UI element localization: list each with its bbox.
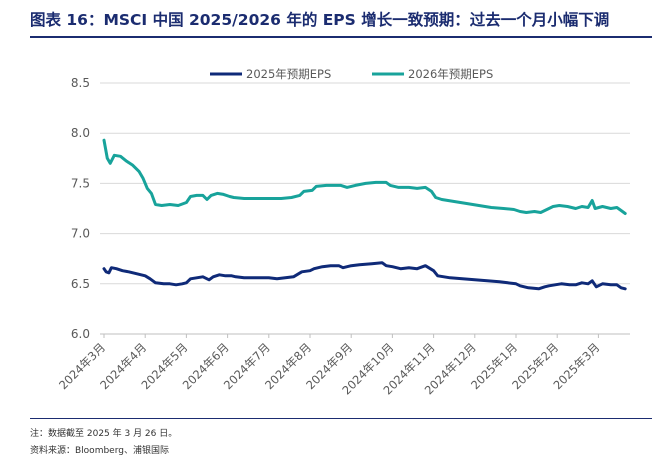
- legend: 2025年预期EPS 2026年预期EPS: [210, 67, 493, 81]
- title-rule: [30, 36, 652, 38]
- legend-label: 2026年预期EPS: [408, 67, 493, 81]
- series-line-2025-eps: [102, 261, 627, 291]
- legend-label: 2025年预期EPS: [246, 67, 331, 81]
- y-tick-label: 8.5: [71, 76, 90, 90]
- y-tick-label: 7.5: [71, 176, 90, 190]
- series-line-2026-eps: [102, 138, 627, 215]
- y-tick-label: 6.0: [71, 327, 90, 341]
- data-source: 资料来源：Bloomberg、浦银国际: [30, 446, 169, 456]
- x-axis-ticks: 2024年3月2024年4月2024年5月2024年6月2024年7月2024年…: [56, 334, 603, 397]
- y-tick-label: 7.0: [71, 227, 90, 241]
- chart-title: 图表 16：MSCI 中国 2025/2026 年的 EPS 增长一致预期：过去…: [30, 11, 610, 29]
- series-lines: [102, 138, 627, 291]
- footer-rule: [30, 418, 652, 419]
- data-note: 注：数据截至 2025 年 3 月 26 日。: [30, 429, 178, 439]
- y-axis-ticks: 6.0 6.5 7.0 7.5 8.0 8.5: [71, 76, 90, 341]
- y-tick-label: 8.0: [71, 126, 90, 140]
- y-tick-label: 6.5: [71, 277, 90, 291]
